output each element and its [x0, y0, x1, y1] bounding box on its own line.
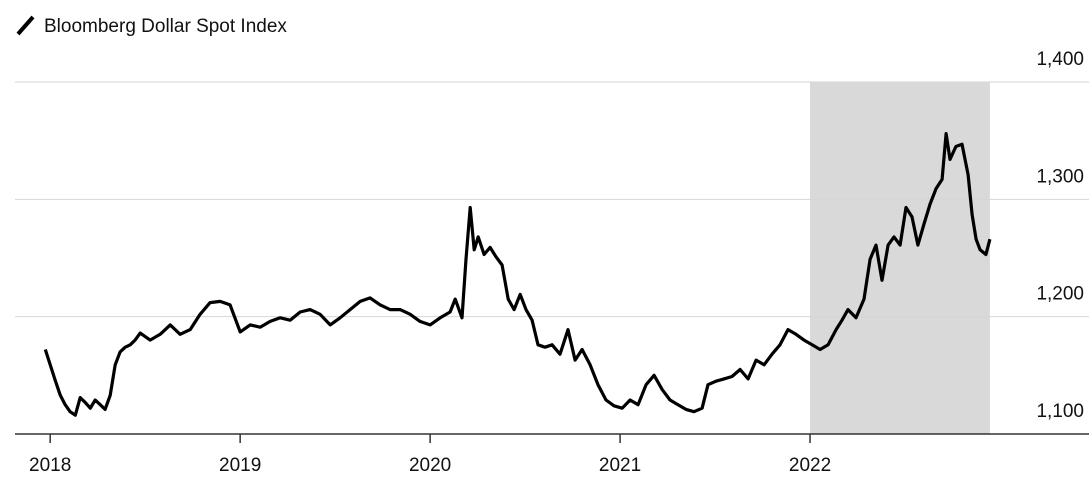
x-tick-label: 2022 — [789, 455, 831, 476]
y-tick-label: 1,100 — [1036, 401, 1084, 422]
shaded-region — [810, 82, 990, 434]
y-tick-label: 1,400 — [1036, 49, 1084, 70]
y-tick-label: 1,300 — [1036, 166, 1084, 187]
x-tick-label: 2020 — [409, 455, 451, 476]
line-series — [43, 132, 992, 417]
x-tick-label: 2019 — [219, 455, 261, 476]
legend-label: Bloomberg Dollar Spot Index — [44, 16, 287, 37]
x-tick-label: 2021 — [599, 455, 641, 476]
y-tick-label: 1,200 — [1036, 284, 1084, 305]
x-tick-label: 2018 — [29, 455, 71, 476]
legend-swatch — [16, 15, 35, 36]
